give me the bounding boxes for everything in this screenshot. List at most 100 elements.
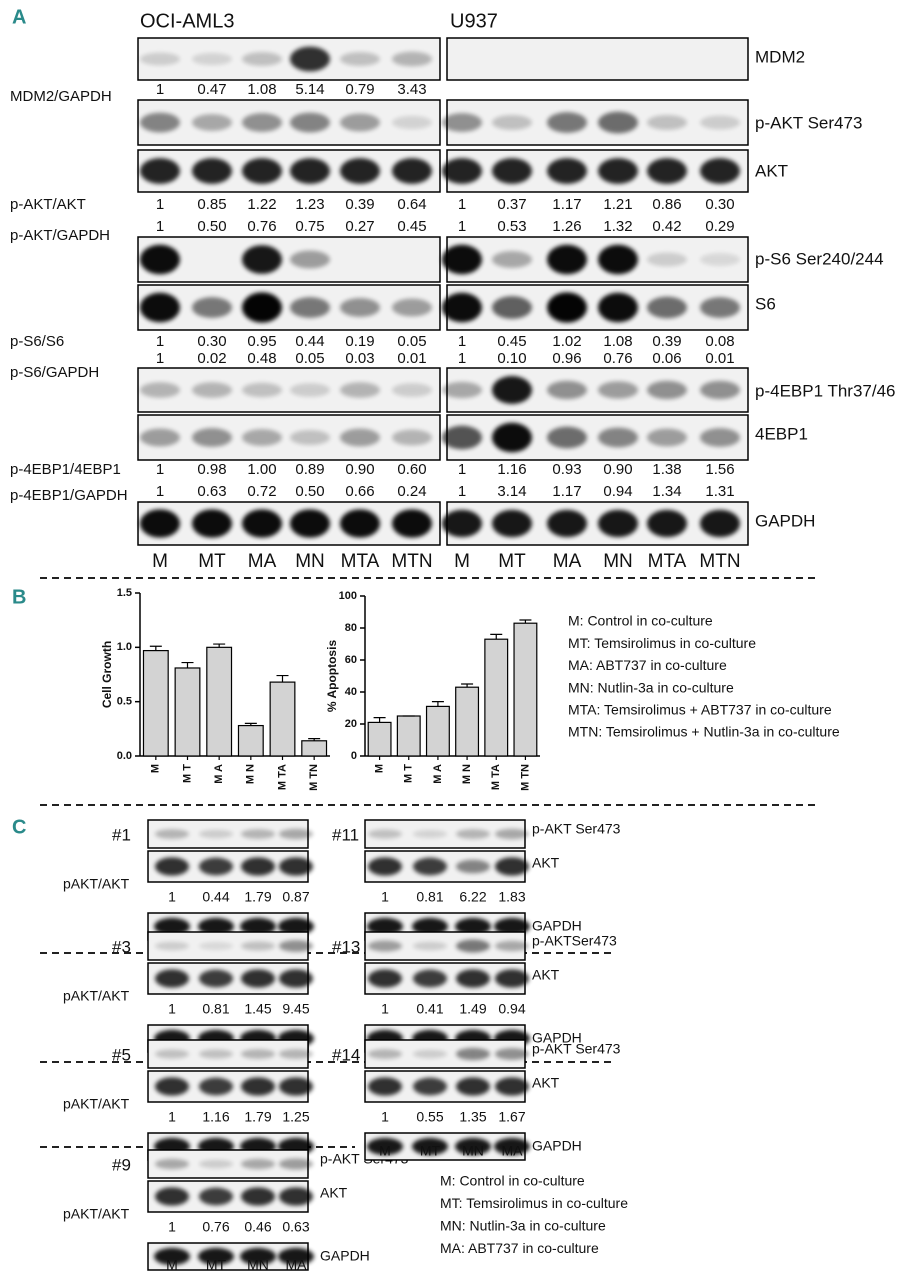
blot-label: S6	[755, 294, 776, 313]
band	[340, 113, 380, 132]
band	[392, 158, 432, 184]
lane-label: MT	[498, 551, 526, 572]
ratio-name: p-4EBP1/4EBP1	[10, 461, 121, 478]
band	[598, 158, 638, 184]
band	[241, 1077, 275, 1096]
lane-label: MT	[206, 1257, 227, 1273]
blot	[137, 99, 441, 146]
sample-id: #9	[112, 1155, 131, 1174]
ratio-value: 0.96	[552, 350, 581, 367]
band	[241, 969, 275, 988]
ratio-value: 0.64	[397, 196, 426, 213]
band	[155, 1187, 189, 1206]
band	[368, 829, 402, 839]
band	[155, 1077, 189, 1096]
ratio-value: 1.17	[552, 196, 581, 213]
band	[442, 425, 482, 450]
blot-label: p-4EBP1 Thr37/46	[755, 381, 896, 400]
bar	[269, 681, 296, 757]
band	[290, 383, 330, 397]
x-tick-label: M T	[181, 764, 193, 783]
x-tick-label: M A	[213, 764, 225, 784]
ratio-value: 1.49	[459, 1001, 486, 1017]
y-tick-label: 40	[345, 686, 357, 698]
band	[199, 857, 233, 876]
ratio-value: 0.75	[295, 218, 324, 235]
band	[647, 296, 687, 319]
band	[456, 829, 490, 839]
band	[140, 428, 180, 447]
band	[290, 112, 330, 133]
band	[700, 253, 740, 266]
lane-label: MT	[420, 1143, 441, 1159]
ratio-value: 1.23	[295, 196, 324, 213]
sample-id: #14	[332, 1045, 360, 1064]
ratio-value: 9.45	[282, 1001, 309, 1017]
bar	[206, 646, 233, 757]
legend-item: MA: ABT737 in co-culture	[440, 1240, 599, 1256]
ratio-value: 1	[156, 350, 164, 367]
ratio-value: 0.90	[603, 461, 632, 478]
blot-label: AKT	[320, 1185, 348, 1201]
ratio-value: 1.21	[603, 196, 632, 213]
y-tick-label: 60	[345, 654, 357, 666]
bar	[396, 715, 421, 757]
sample-id: #1	[112, 825, 131, 844]
panel-label: B	[12, 586, 26, 608]
error-bar	[431, 701, 444, 707]
band	[140, 382, 180, 398]
band	[340, 158, 380, 184]
band	[598, 111, 638, 134]
blot	[137, 501, 441, 546]
ratio-value: 0.50	[197, 218, 226, 235]
error-bar	[244, 722, 257, 726]
ratio-value: 0.10	[497, 350, 526, 367]
ratio-value: 0.30	[705, 196, 734, 213]
band	[492, 509, 532, 538]
y-tick-label: 80	[345, 622, 357, 634]
band	[340, 509, 380, 538]
blot	[137, 414, 441, 461]
band	[192, 114, 232, 131]
band	[547, 244, 587, 275]
bar	[455, 686, 480, 757]
band	[412, 1137, 448, 1156]
legend-item: MA: ABT737 in co-culture	[568, 657, 727, 673]
sample-id: #5	[112, 1045, 131, 1064]
ratio-value: 0.81	[416, 889, 443, 905]
band	[367, 917, 403, 936]
band	[495, 1077, 529, 1096]
band	[495, 1048, 529, 1060]
bar	[367, 721, 392, 757]
ratio-value: 0.47	[197, 81, 226, 98]
ratio-value: 0.98	[197, 461, 226, 478]
band	[367, 1137, 403, 1156]
band	[278, 917, 314, 936]
band	[368, 857, 402, 876]
ratio-value: 0.76	[202, 1219, 229, 1235]
band	[455, 1137, 491, 1156]
blot-label: GAPDH	[532, 1138, 582, 1154]
band	[456, 1047, 490, 1061]
error-bar	[490, 633, 503, 640]
band	[442, 113, 482, 132]
ratio-value: 1.67	[498, 1109, 525, 1125]
band	[442, 509, 482, 538]
band	[242, 382, 282, 398]
ratio-value: 1	[156, 483, 164, 500]
sample-id: #3	[112, 937, 131, 956]
ratio-value: 1	[381, 889, 389, 905]
band	[700, 297, 740, 318]
blot-label: GAPDH	[532, 918, 582, 934]
band	[442, 381, 482, 399]
blot-label: p-AKT Ser473	[755, 113, 862, 132]
band	[279, 969, 313, 988]
band	[242, 292, 282, 323]
ratio-value: 1.45	[244, 1001, 271, 1017]
band	[140, 292, 180, 323]
ratio-value: 0.93	[552, 461, 581, 478]
ratio-value: 1.08	[603, 333, 632, 350]
ratio-value: 1	[458, 350, 466, 367]
blot-label: AKT	[755, 161, 788, 180]
ratio-value: 1.32	[603, 218, 632, 235]
